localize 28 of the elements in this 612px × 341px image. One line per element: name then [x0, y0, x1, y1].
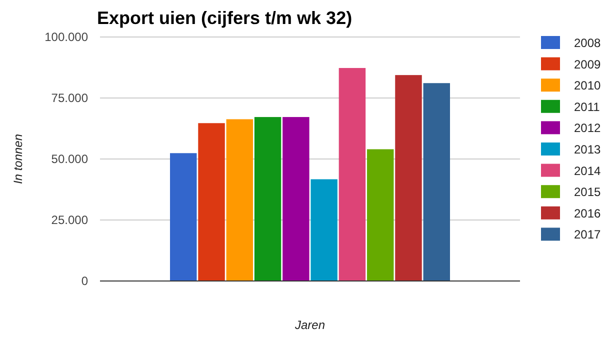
y-tick-label: 50.000	[51, 152, 88, 166]
y-tick-label: 100.000	[44, 30, 88, 44]
y-tick-label: 25.000	[51, 212, 88, 227]
bar	[395, 75, 422, 281]
legend-label: 2012	[574, 121, 602, 136]
legend-label: 2009	[574, 57, 602, 72]
bar	[170, 153, 197, 281]
legend-label: 2010	[574, 78, 602, 93]
y-tick-label: 75.000	[51, 90, 88, 105]
legend-label: 2014	[574, 164, 602, 178]
legend-label: 2008	[574, 36, 602, 50]
bar	[338, 68, 366, 281]
legend-label: 2017	[574, 228, 602, 242]
bar	[310, 179, 338, 281]
y-axis-title: In tonnen	[11, 134, 25, 184]
y-tick-label: 0	[81, 274, 88, 288]
legend-label: 2013	[574, 142, 602, 156]
legend-label: 2011	[574, 100, 600, 114]
bar	[226, 119, 254, 281]
bar	[423, 83, 450, 281]
legend-label: 2015	[574, 185, 602, 200]
chart-title: Export uien (cijfers t/m wk 32)	[97, 8, 352, 28]
legend-label: 2016	[574, 206, 602, 220]
bar	[254, 117, 282, 281]
bar	[282, 117, 310, 281]
bar	[198, 123, 225, 281]
bar	[366, 149, 394, 281]
x-axis-title: Jaren	[294, 318, 326, 332]
